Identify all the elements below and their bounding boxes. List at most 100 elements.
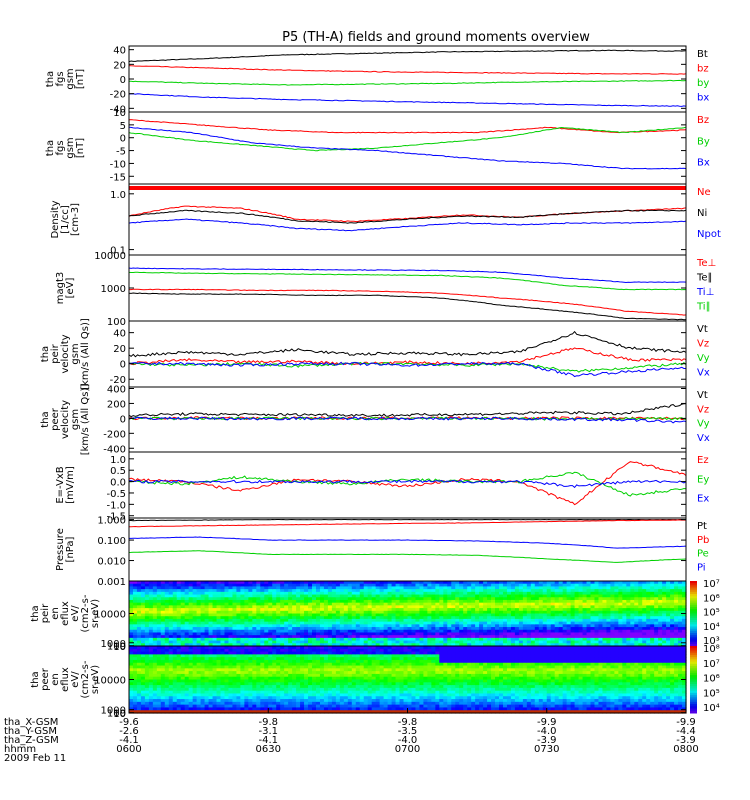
heatmap-cell <box>192 659 198 664</box>
heatmap-cell <box>399 627 405 631</box>
heatmap-cell <box>618 602 623 606</box>
heatmap-cell <box>610 635 615 639</box>
heatmap-cell <box>566 608 572 612</box>
heatmap-cell <box>379 583 385 588</box>
heatmap-cell <box>296 635 301 639</box>
heatmap-cell <box>578 635 584 639</box>
heatmap-cell <box>292 632 297 636</box>
heatmap-cell <box>614 632 619 636</box>
heatmap-cell <box>383 610 389 615</box>
heatmap-cell <box>419 605 425 609</box>
heatmap-cell <box>339 637 345 642</box>
heatmap-cell <box>590 599 596 604</box>
heatmap-cell <box>331 690 337 695</box>
heatmap-cell <box>264 643 269 647</box>
heatmap-cell <box>403 605 409 609</box>
heatmap-cell <box>144 682 150 686</box>
heatmap-cell <box>650 632 655 636</box>
y-tick-label: -1.0 <box>106 500 126 511</box>
heatmap-cell <box>188 632 194 636</box>
heatmap-cell <box>315 597 321 601</box>
y-tick-label: 1000 <box>101 284 126 295</box>
heatmap-cell <box>335 643 341 647</box>
heatmap-cell <box>666 629 671 634</box>
heatmap-cell <box>164 665 170 669</box>
y-tick-label: -1.5 <box>106 512 126 523</box>
heatmap-cell <box>236 597 241 601</box>
heatmap-cell <box>463 594 468 598</box>
heatmap-cell <box>379 589 385 593</box>
heatmap-cell <box>196 637 202 642</box>
heatmap-cell <box>399 616 405 620</box>
heatmap-cell <box>574 635 580 639</box>
heatmap-cell <box>292 676 297 681</box>
heatmap-cell <box>200 685 206 689</box>
y-tick-label: 0.0 <box>110 478 126 489</box>
heatmap-cell <box>180 682 186 686</box>
heatmap-cell <box>144 591 150 596</box>
heatmap-cell <box>347 693 353 697</box>
heatmap-cell <box>132 657 138 661</box>
heatmap-cell <box>304 673 309 678</box>
heatmap-cell <box>168 597 174 601</box>
heatmap-cell <box>323 618 329 623</box>
heatmap-cell <box>339 583 345 588</box>
heatmap-cell <box>184 690 190 695</box>
heatmap-cell <box>467 624 472 628</box>
heatmap-cell <box>228 605 234 609</box>
heatmap-cell <box>638 635 643 639</box>
heatmap-cell <box>367 629 373 634</box>
legend-label: Ex <box>697 494 709 505</box>
heatmap-cell <box>491 640 496 644</box>
heatmap-cell <box>666 632 671 636</box>
heatmap-cell <box>570 586 576 590</box>
heatmap-cell <box>240 632 245 636</box>
heatmap-cell <box>240 581 245 585</box>
heatmap-cell <box>594 624 600 628</box>
heatmap-cell <box>236 581 241 585</box>
heatmap-cell <box>144 581 150 585</box>
heatmap-cell <box>347 632 353 636</box>
heatmap-cell <box>546 618 552 623</box>
heatmap-cell <box>403 627 409 631</box>
heatmap-cell <box>160 640 166 644</box>
heatmap-cell <box>300 610 305 615</box>
heatmap-cell <box>614 618 619 623</box>
heatmap-cell <box>240 693 245 697</box>
heatmap-cell <box>144 648 150 653</box>
heatmap-cell <box>487 640 492 644</box>
heatmap-cell <box>506 586 512 590</box>
heatmap-cell <box>407 610 413 615</box>
heatmap-cell <box>184 599 190 604</box>
heatmap-cell <box>626 635 631 639</box>
heatmap-cell <box>423 627 428 631</box>
heatmap-cell <box>152 597 158 601</box>
heatmap-cell <box>614 605 619 609</box>
heatmap-cell <box>176 657 182 661</box>
heatmap-cell <box>304 616 309 620</box>
heatmap-cell <box>327 696 333 700</box>
heatmap-cell <box>602 586 608 590</box>
heatmap-cell <box>558 618 564 623</box>
heatmap-cell <box>666 586 671 590</box>
heatmap-cell <box>335 597 341 601</box>
heatmap-cell <box>487 602 492 606</box>
heatmap-cell <box>228 676 234 681</box>
heatmap-cell <box>268 621 273 625</box>
heatmap-cell <box>487 643 492 647</box>
heatmap-cell <box>495 613 500 617</box>
heatmap-cell <box>395 602 401 606</box>
heatmap-cell <box>308 608 313 612</box>
heatmap-cell <box>455 591 460 596</box>
heatmap-cell <box>144 701 150 706</box>
heatmap-cell <box>216 624 222 628</box>
heatmap-cell <box>463 618 468 623</box>
heatmap-cell <box>562 627 568 631</box>
heatmap-cell <box>129 635 134 639</box>
heatmap-cell <box>459 591 464 596</box>
heatmap-cell <box>244 671 249 675</box>
heatmap-cell <box>630 605 635 609</box>
heatmap-cell <box>220 682 226 686</box>
heatmap-cell <box>566 632 572 636</box>
heatmap-cell <box>212 696 218 700</box>
